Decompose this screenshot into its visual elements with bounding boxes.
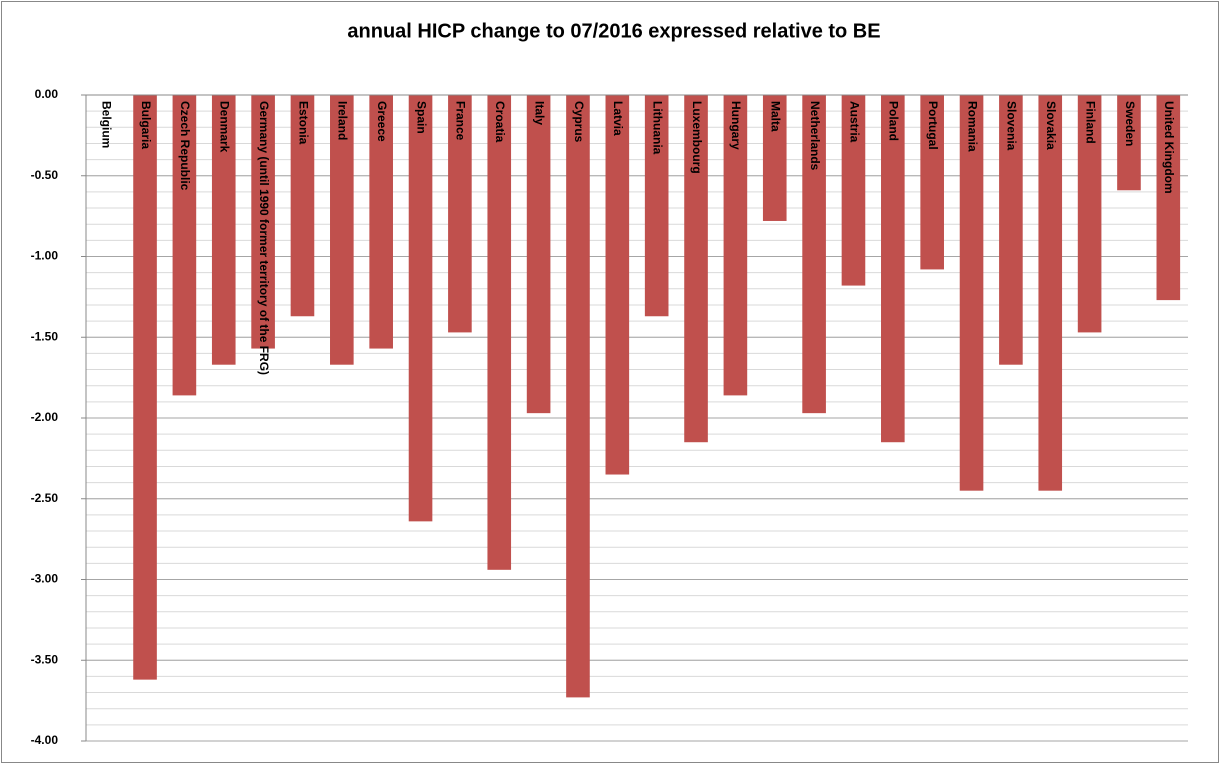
y-tick-label: -3.50 (31, 652, 59, 666)
bar (881, 95, 905, 443)
x-tick-label: Finland (1083, 101, 1097, 144)
bar (566, 95, 590, 698)
x-tick-label: Estonia (296, 101, 310, 145)
y-tick-label: -4.00 (31, 733, 59, 747)
bar (999, 95, 1023, 365)
x-tick-label: Greece (375, 101, 389, 142)
x-tick-label: Slovenia (1005, 101, 1019, 151)
x-tick-label: Belgium (100, 101, 114, 148)
x-tick-label: Czech Republic (178, 101, 192, 191)
bar (290, 95, 315, 317)
bar (920, 95, 944, 270)
bar (369, 95, 393, 349)
y-tick-label: 0.00 (35, 87, 59, 101)
bar (448, 95, 472, 333)
bar (841, 95, 866, 286)
x-tick-label: Latvia (611, 101, 625, 136)
x-tick-label: United Kingdom (1162, 101, 1176, 194)
x-tick-label: Italy (532, 101, 546, 125)
bar (605, 95, 630, 475)
bar (330, 95, 354, 365)
x-tick-label: Malta (769, 101, 783, 132)
x-tick-label: Romania (965, 101, 979, 152)
x-tick-label: Ireland (336, 101, 350, 140)
bar (802, 95, 826, 414)
bar (526, 95, 551, 414)
x-tick-label: Poland (887, 101, 901, 141)
bar (172, 95, 197, 396)
x-tick-label: Croatia (493, 101, 507, 143)
y-tick-label: -3.00 (31, 572, 59, 586)
bar (684, 95, 708, 443)
bar (723, 95, 748, 396)
x-tick-label: Hungary (729, 101, 743, 150)
bar (1117, 95, 1141, 191)
bar (133, 95, 157, 680)
bar (1077, 95, 1102, 333)
bar (1156, 95, 1181, 301)
bar (408, 95, 433, 522)
y-tick-label: -1.00 (31, 249, 59, 263)
y-tick-label: -2.50 (31, 491, 59, 505)
x-tick-label: Bulgaria (139, 101, 153, 149)
x-tick-label: Austria (847, 101, 861, 143)
bar (1038, 95, 1063, 491)
bar (211, 95, 236, 365)
x-tick-label: Portugal (926, 101, 940, 150)
x-tick-label: Slovakia (1044, 101, 1058, 150)
x-tick-label: Luxembourg (690, 101, 704, 174)
y-tick-label: -0.50 (31, 168, 59, 182)
x-tick-label: Lithuania (651, 101, 665, 155)
chart-title: annual HICP change to 07/2016 expressed … (347, 20, 880, 42)
x-tick-label: Sweden (1123, 101, 1137, 146)
x-tick-label: Germany (until 1990 former territory of … (257, 101, 271, 375)
bar (644, 95, 669, 317)
bar (251, 95, 275, 349)
y-tick-label: -1.50 (31, 329, 59, 343)
x-tick-label: Denmark (218, 101, 232, 153)
x-tick-label: France (454, 101, 468, 141)
x-tick-label: Cyprus (572, 101, 586, 143)
y-tick-label: -2.00 (31, 410, 59, 424)
bar (487, 95, 512, 570)
x-tick-label: Netherlands (808, 101, 822, 171)
bar (762, 95, 787, 221)
x-tick-label: Spain (414, 101, 428, 134)
bar (959, 95, 984, 491)
